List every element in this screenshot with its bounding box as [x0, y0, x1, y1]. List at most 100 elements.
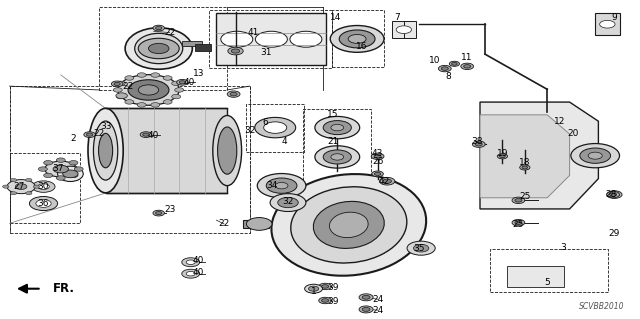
Circle shape: [438, 65, 451, 72]
Circle shape: [515, 221, 522, 225]
Circle shape: [177, 79, 188, 85]
Circle shape: [308, 286, 319, 291]
Circle shape: [44, 173, 52, 178]
Text: 26: 26: [372, 157, 383, 166]
Circle shape: [86, 133, 93, 136]
Circle shape: [463, 64, 471, 68]
Ellipse shape: [212, 115, 242, 186]
Circle shape: [38, 184, 49, 189]
Circle shape: [137, 73, 146, 77]
Circle shape: [44, 160, 52, 165]
Circle shape: [264, 122, 287, 133]
Polygon shape: [480, 115, 570, 198]
Circle shape: [442, 67, 448, 70]
Circle shape: [257, 174, 306, 198]
Circle shape: [153, 25, 164, 31]
Text: 40: 40: [183, 78, 195, 87]
Circle shape: [63, 170, 78, 178]
Text: 32: 32: [244, 126, 255, 135]
Circle shape: [56, 158, 65, 162]
Circle shape: [371, 153, 384, 160]
Text: 2: 2: [71, 134, 76, 143]
Circle shape: [38, 167, 47, 171]
Circle shape: [270, 194, 306, 211]
Circle shape: [588, 152, 602, 159]
Circle shape: [53, 165, 68, 173]
Text: 7: 7: [394, 13, 399, 22]
Circle shape: [116, 93, 127, 99]
Polygon shape: [182, 41, 202, 46]
Circle shape: [571, 144, 620, 168]
Circle shape: [319, 297, 332, 304]
Circle shape: [449, 61, 460, 66]
Ellipse shape: [135, 33, 183, 64]
Circle shape: [227, 91, 240, 97]
Ellipse shape: [271, 174, 426, 276]
Circle shape: [175, 88, 184, 92]
Text: 3: 3: [561, 243, 566, 252]
Circle shape: [186, 260, 195, 264]
Circle shape: [610, 193, 617, 196]
Circle shape: [305, 284, 323, 293]
Circle shape: [331, 124, 344, 131]
Circle shape: [3, 185, 9, 188]
Text: 37: 37: [52, 164, 63, 173]
Circle shape: [179, 81, 186, 84]
Polygon shape: [480, 102, 598, 209]
Bar: [490, 249, 608, 292]
Circle shape: [56, 176, 65, 180]
Polygon shape: [216, 13, 326, 65]
Circle shape: [515, 198, 522, 202]
Circle shape: [331, 154, 344, 160]
Circle shape: [580, 148, 611, 163]
Ellipse shape: [314, 201, 384, 249]
Ellipse shape: [99, 133, 113, 168]
Text: 28: 28: [605, 190, 617, 199]
Text: 30: 30: [38, 182, 49, 191]
Circle shape: [69, 160, 78, 165]
Text: 25: 25: [519, 192, 531, 201]
Circle shape: [499, 121, 525, 134]
Text: 32: 32: [282, 197, 294, 206]
Text: 11: 11: [461, 53, 473, 62]
Circle shape: [266, 178, 297, 193]
Circle shape: [7, 180, 35, 194]
Text: 38: 38: [471, 137, 483, 146]
Circle shape: [275, 182, 288, 189]
Circle shape: [500, 155, 505, 158]
Circle shape: [512, 219, 525, 226]
Polygon shape: [595, 13, 620, 35]
Circle shape: [116, 94, 125, 99]
Circle shape: [359, 306, 373, 313]
Circle shape: [339, 30, 375, 48]
Circle shape: [472, 141, 485, 147]
Text: 25: 25: [513, 220, 524, 229]
Circle shape: [290, 31, 322, 47]
Text: 23: 23: [164, 205, 175, 214]
Text: 10: 10: [429, 56, 441, 65]
Circle shape: [380, 177, 395, 185]
Circle shape: [138, 38, 179, 59]
Circle shape: [372, 171, 383, 177]
Circle shape: [156, 26, 162, 30]
Circle shape: [182, 269, 200, 278]
Text: 22: 22: [93, 130, 105, 138]
Text: 4: 4: [282, 137, 287, 146]
Circle shape: [362, 308, 370, 311]
Text: 6: 6: [263, 118, 268, 127]
Circle shape: [359, 294, 373, 301]
Circle shape: [163, 76, 172, 80]
Ellipse shape: [330, 212, 368, 238]
Text: 36: 36: [38, 199, 49, 208]
Text: 29: 29: [609, 229, 620, 238]
Text: 39: 39: [327, 297, 339, 306]
Circle shape: [407, 241, 435, 255]
Circle shape: [246, 218, 272, 230]
Circle shape: [230, 93, 237, 96]
Text: 22: 22: [122, 82, 134, 91]
Circle shape: [520, 165, 530, 170]
Ellipse shape: [58, 166, 83, 182]
Circle shape: [15, 184, 27, 189]
Circle shape: [522, 166, 527, 169]
Circle shape: [26, 178, 32, 182]
